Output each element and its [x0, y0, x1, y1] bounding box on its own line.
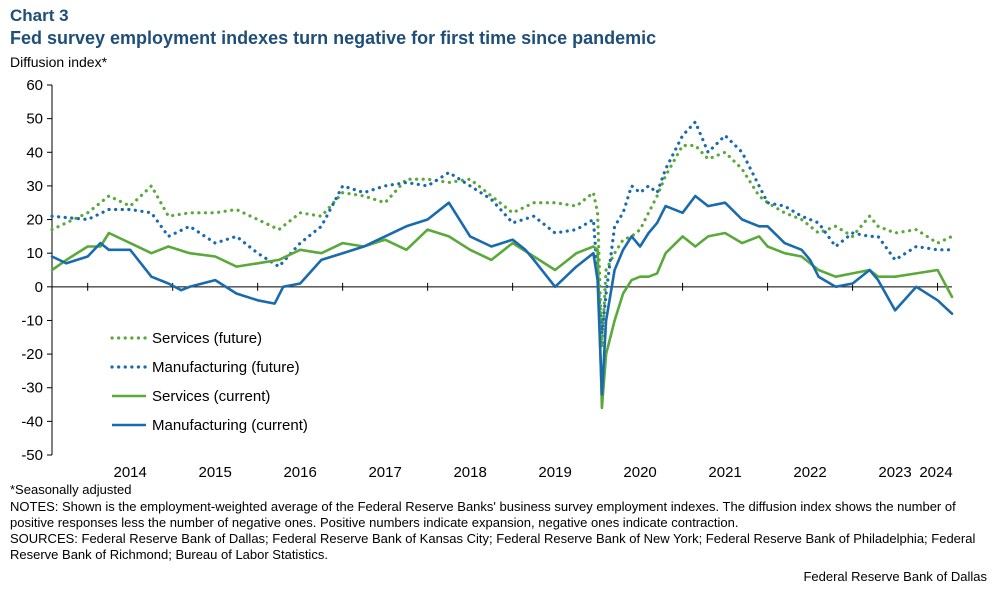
y-tick-label: -50 — [21, 447, 43, 464]
x-tick-label: 2016 — [283, 464, 316, 480]
y-tick-label: 20 — [26, 212, 43, 229]
series-line-manufacturing-future — [50, 120, 954, 336]
x-tick-label: 2022 — [793, 464, 826, 480]
x-tick-label: 2021 — [708, 464, 741, 480]
x-tick-label: 2023 — [878, 464, 911, 480]
chart-title: Fed survey employment indexes turn negat… — [10, 28, 657, 48]
sources: SOURCES: Federal Reserve Bank of Dallas;… — [10, 531, 976, 562]
y-tick-label: 60 — [26, 77, 43, 94]
y-tick-label: 0 — [35, 279, 43, 296]
series-line-services-future — [50, 143, 954, 349]
y-tick-label: -10 — [21, 312, 43, 329]
x-tick-label: 2020 — [623, 464, 656, 480]
series-line-manufacturing-current — [50, 194, 954, 396]
x-tick-label: 2024 — [919, 464, 952, 480]
x-tick-label: 2019 — [538, 464, 571, 480]
x-tick-label: 2018 — [453, 464, 486, 480]
x-tick-label: 2017 — [368, 464, 401, 480]
y-tick-label: -30 — [21, 380, 43, 397]
y-tick-label: -40 — [21, 413, 43, 430]
y-tick-label: 30 — [26, 178, 43, 195]
y-axis-label: Diffusion index* — [10, 54, 108, 70]
y-axis: 60 50 40 30 20 10 0 -10 -20 -30 -40 -50 — [21, 77, 53, 464]
footnote: *Seasonally adjusted — [10, 482, 132, 497]
legend-label-services-future: Services (future) — [152, 330, 262, 347]
legend-label-services-current: Services (current) — [152, 388, 270, 405]
x-tick-label: 2015 — [198, 464, 231, 480]
credit: Federal Reserve Bank of Dallas — [803, 569, 987, 584]
x-axis: 2014 2015 2016 2017 2018 2019 2020 2021 2022 2023… — [52, 282, 953, 480]
chart-number: Chart 3 — [10, 6, 69, 25]
y-tick-label: -20 — [21, 346, 43, 363]
legend-label-manufacturing-current: Manufacturing (current) — [152, 417, 308, 434]
notes: NOTES: Shown is the employment-weighted … — [10, 499, 956, 530]
y-tick-label: 50 — [26, 111, 43, 128]
series-line-services-current — [50, 228, 954, 410]
series-layer — [50, 120, 954, 410]
legend: Services (future) Manufacturing (future) S… — [110, 330, 308, 434]
y-tick-label: 40 — [26, 144, 43, 161]
x-tick-label: 2014 — [113, 464, 146, 480]
legend-label-manufacturing-future: Manufacturing (future) — [152, 359, 300, 376]
y-tick-label: 10 — [26, 245, 43, 262]
